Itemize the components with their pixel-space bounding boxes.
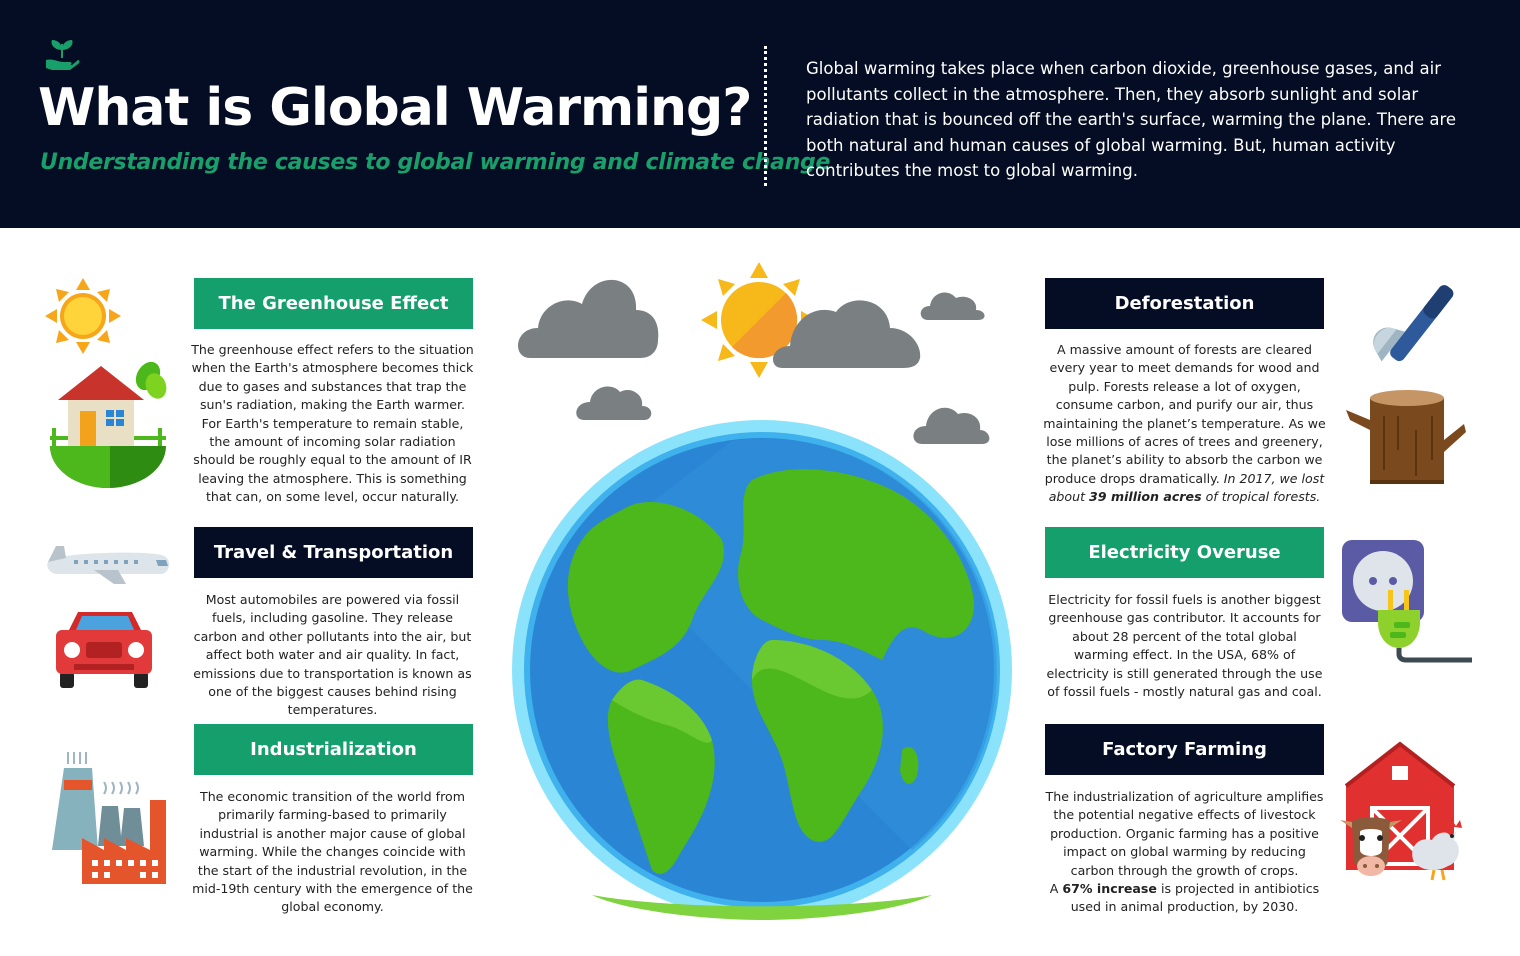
sprout-in-hand-icon (44, 38, 80, 72)
farming-fact-end: is projected in antibiotics used in anim… (1070, 881, 1320, 915)
deforestation-heading: Deforestation (1045, 278, 1324, 329)
farming-body: The industrialization of agriculture amp… (1043, 788, 1326, 917)
page-title: What is Global Warming? (38, 78, 752, 138)
earth-with-sun-and-clouds-icon (512, 258, 1012, 920)
deforestation-fact-highlight: 39 million acres (1089, 489, 1202, 505)
travel-body: Most automobiles are powered via fossil … (193, 592, 472, 718)
plug-and-socket-icon (1342, 538, 1474, 664)
greenhouse-body: The greenhouse effect refers to the situ… (191, 342, 474, 505)
electricity-heading: Electricity Overuse (1045, 527, 1324, 578)
intro-text: Global warming takes place when carbon d… (806, 59, 1457, 180)
airplane-and-car-icon (44, 540, 174, 692)
farming-fact-start: A (1049, 881, 1063, 897)
sun-and-house-icon (40, 276, 175, 491)
barn-and-animals-icon (1338, 740, 1470, 888)
deforestation-body: A massive amount of forests are cleared … (1043, 341, 1326, 507)
deforestation-fact-start: In 2017, we lost about (1048, 470, 1325, 505)
farming-body-text: The industrialization of agriculture amp… (1045, 789, 1324, 878)
header-divider (764, 46, 767, 186)
industrialization-heading: Industrialization (194, 724, 473, 775)
greenhouse-heading: The Greenhouse Effect (194, 278, 473, 329)
deforestation-body-text: A massive amount of forests are cleared … (1043, 342, 1326, 486)
factory-icon (46, 750, 172, 886)
deforestation-fact: In 2017, we lost about 39 million acres … (1049, 471, 1325, 504)
farming-heading: Factory Farming (1045, 724, 1324, 775)
travel-heading: Travel & Transportation (194, 527, 473, 578)
electricity-body: Electricity for fossil fuels is another … (1046, 592, 1323, 700)
industrialization-body: The economic transition of the world fro… (192, 789, 473, 915)
farming-fact-highlight: 67% increase (1062, 881, 1157, 897)
deforestation-fact-end: of tropical forests. (1201, 489, 1321, 505)
axe-and-stump-icon (1340, 280, 1474, 488)
page-subtitle: Understanding the causes to global warmi… (40, 150, 831, 175)
header-banner: What is Global Warming? Understanding th… (0, 0, 1520, 228)
